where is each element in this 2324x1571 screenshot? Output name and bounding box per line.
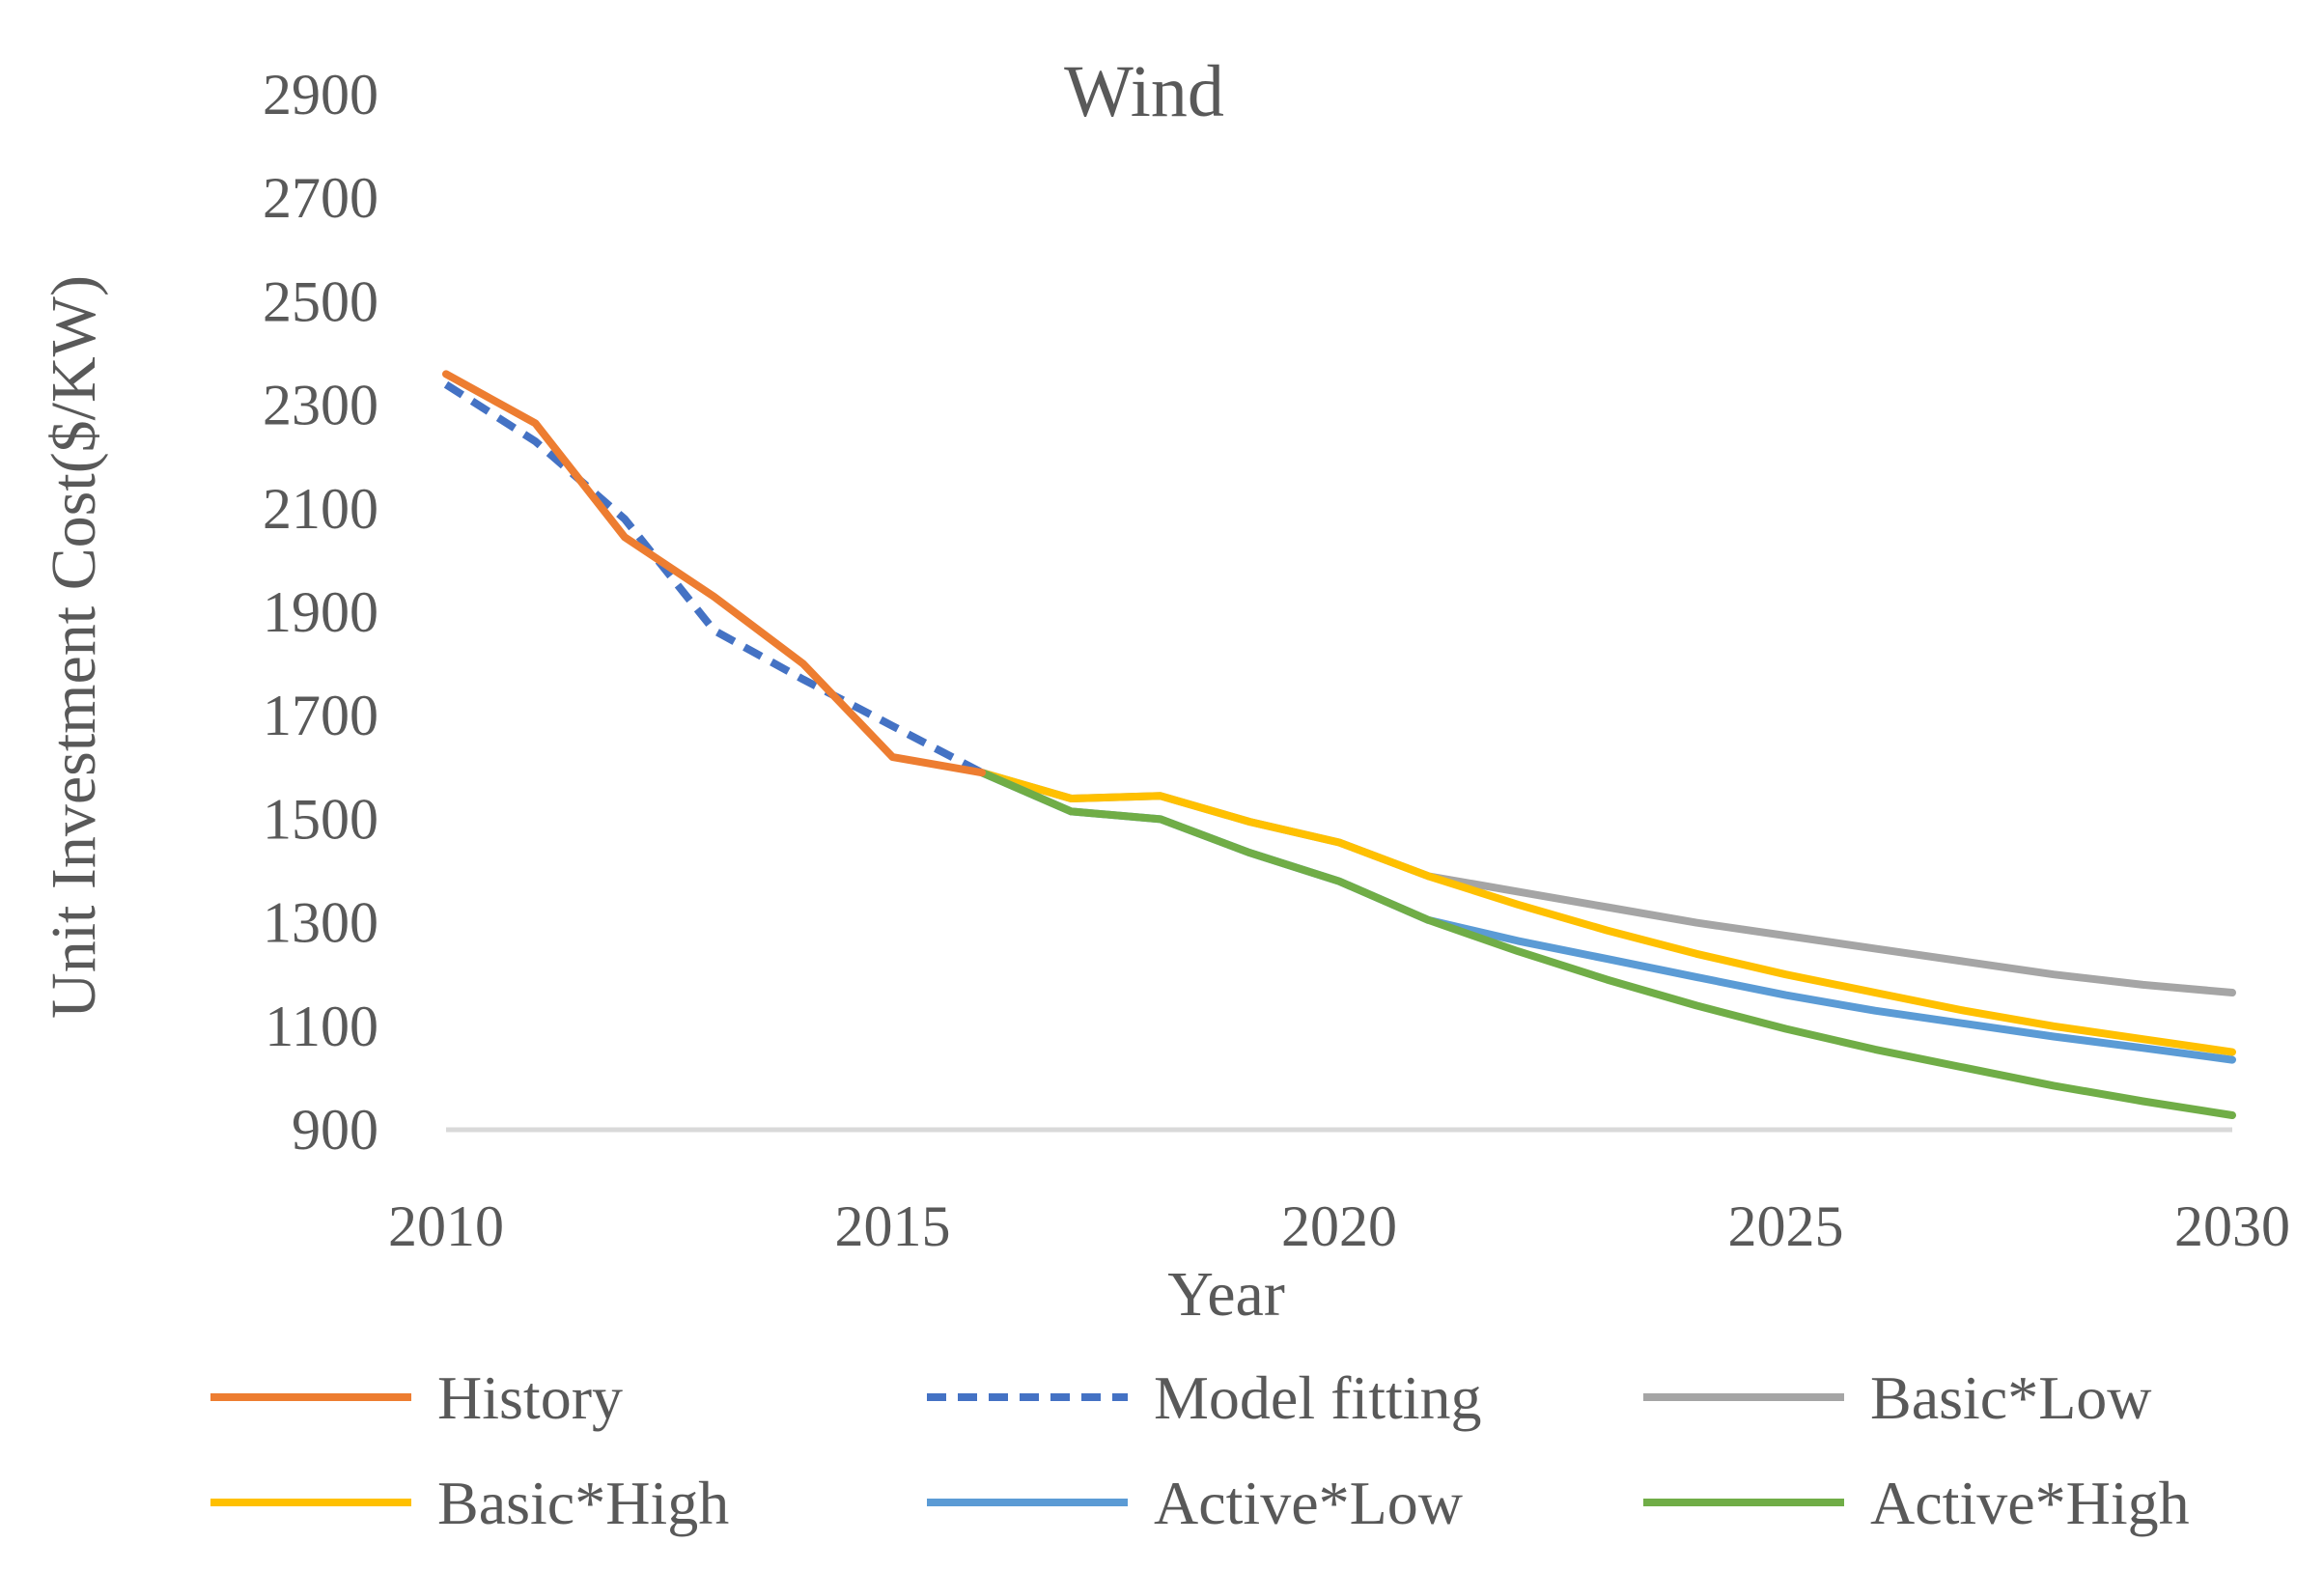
y-tick-label: 2100 xyxy=(263,477,378,541)
legend-label: Active*High xyxy=(1870,1469,2190,1537)
legend-label: Active*Low xyxy=(1154,1469,1463,1537)
y-tick-label: 1300 xyxy=(263,891,378,955)
y-tick-label: 1700 xyxy=(263,684,378,747)
legend: History Model fitting Basic*Low Basic*High A… xyxy=(210,1363,2190,1537)
chart-title: Wind xyxy=(1064,51,1224,132)
x-axis-title: Year xyxy=(1167,1259,1285,1330)
y-tick-label: 1500 xyxy=(263,787,378,851)
legend-label: Model fitting xyxy=(1154,1363,1482,1432)
y-tick-label: 1100 xyxy=(265,995,378,1058)
legend-label: Basic*High xyxy=(437,1469,729,1537)
y-tick-label: 2500 xyxy=(263,269,378,333)
x-tick-label: 2025 xyxy=(1728,1194,1844,1258)
x-tick-label: 2010 xyxy=(388,1194,504,1258)
y-tick-label: 900 xyxy=(292,1098,378,1162)
y-tick-label: 2300 xyxy=(263,374,378,437)
x-tick-label: 2015 xyxy=(835,1194,951,1258)
legend-label: Basic*Low xyxy=(1870,1363,2152,1432)
x-tick-labels: 2010 2015 2020 2025 2030 xyxy=(388,1194,2290,1258)
y-tick-label: 2900 xyxy=(263,63,378,126)
series-line-basic-high xyxy=(978,769,2236,1056)
legend-label: History xyxy=(437,1363,623,1432)
y-tick-label: 1900 xyxy=(263,580,378,644)
x-tick-label: 2030 xyxy=(2174,1194,2290,1258)
y-tick-labels: 900 1100 1300 1500 1700 1900 2100 2300 2500 2700 2… xyxy=(263,63,378,1162)
series-line-history xyxy=(442,370,986,777)
y-tick-label: 2700 xyxy=(263,166,378,230)
series-line-model-fitting xyxy=(443,380,984,776)
series-line-active-low xyxy=(978,769,2236,1064)
series-line-active-high xyxy=(978,769,2236,1119)
x-tick-label: 2020 xyxy=(1281,1194,1397,1258)
series-lines xyxy=(442,370,2236,1119)
y-axis-title: Unit Investment Cost($/KW) xyxy=(39,275,109,1019)
